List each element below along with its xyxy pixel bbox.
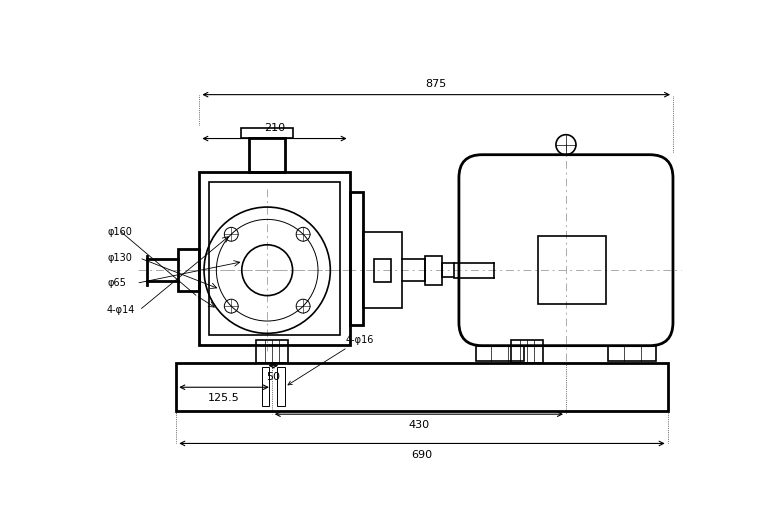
Text: 4-φ16: 4-φ16 [288,335,374,385]
Bar [538,236,606,304]
Bar [608,346,656,361]
Bar [510,339,543,363]
Bar [374,259,391,282]
Bar [256,339,288,363]
Bar [178,249,199,292]
Text: 690: 690 [411,450,432,460]
Bar [442,263,453,277]
Text: φ65: φ65 [107,278,126,288]
Text: φ160: φ160 [107,227,132,237]
Bar [476,346,523,361]
Bar [277,367,285,406]
Bar [249,138,285,172]
Text: φ130: φ130 [107,253,132,263]
Bar [210,181,340,335]
Bar [176,363,668,411]
Text: 50: 50 [266,372,280,382]
Text: 430: 430 [408,420,429,430]
Bar [350,192,364,325]
Text: 210: 210 [264,123,285,133]
Bar [199,172,350,345]
Bar [241,128,294,138]
Bar [364,232,402,308]
Text: 875: 875 [425,79,447,89]
Bar [262,367,270,406]
Bar [425,255,442,285]
Text: 4-φ14: 4-φ14 [107,305,136,315]
Text: 125.5: 125.5 [208,393,240,403]
